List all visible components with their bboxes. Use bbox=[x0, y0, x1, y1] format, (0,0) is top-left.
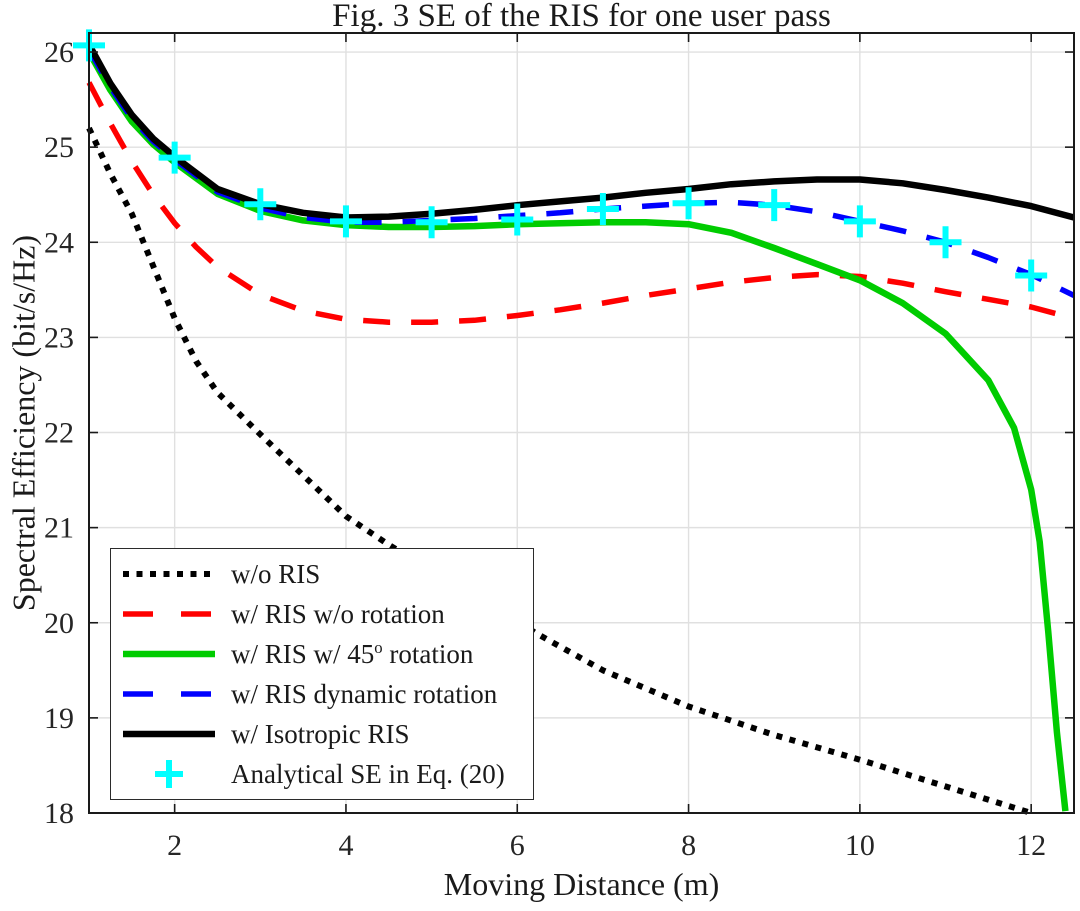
y-tick-label: 24 bbox=[44, 226, 74, 259]
y-tick-label: 25 bbox=[44, 131, 74, 164]
chart-title: Fig. 3 SE of the RIS for one user pass bbox=[332, 0, 831, 34]
legend-swatch-ris-dynamic-rotation bbox=[123, 691, 215, 697]
legend-item-analytical-se: Analytical SE in Eq. (20) bbox=[111, 759, 533, 789]
legend-item-ris-wo-rotation: w/ RIS w/o rotation bbox=[111, 599, 533, 629]
legend-item-ris-45-rotation: w/ RIS w/ 45o rotation bbox=[111, 639, 533, 669]
series-isotropic-ris bbox=[86, 42, 1075, 221]
legend-swatch-wo-ris bbox=[123, 571, 215, 577]
y-tick-label: 26 bbox=[44, 36, 74, 69]
x-tick-label: 8 bbox=[681, 829, 696, 862]
x-tick-label: 12 bbox=[1016, 829, 1046, 862]
y-tick-label: 21 bbox=[44, 512, 74, 545]
legend-item-isotropic-ris: w/ Isotropic RIS bbox=[111, 719, 533, 749]
x-axis-label: Moving Distance (m) bbox=[443, 866, 720, 902]
legend-swatch-isotropic-ris bbox=[123, 730, 215, 738]
legend-item-ris-dynamic-rotation: w/ RIS dynamic rotation bbox=[111, 679, 533, 709]
legend-label-wo-ris: w/o RIS bbox=[231, 559, 321, 589]
y-tick-label: 18 bbox=[44, 797, 74, 830]
axes-border bbox=[88, 32, 1075, 814]
series-ris-wo-rotation bbox=[86, 81, 1075, 325]
legend-swatch-ris-45-rotation bbox=[123, 650, 215, 658]
legend-swatch-ris-wo-rotation bbox=[123, 611, 215, 617]
legend-swatch-analytical-se bbox=[155, 760, 183, 788]
series-ris-dynamic-rotation bbox=[86, 47, 1076, 298]
y-tick-label: 19 bbox=[44, 702, 74, 735]
legend: w/o RIS w/ RIS w/o rotation w/ RIS w/ 45o … bbox=[110, 548, 534, 800]
x-tick-label: 6 bbox=[510, 829, 525, 862]
y-tick-label: 20 bbox=[44, 607, 74, 640]
legend-label-ris-wo-rotation: w/ RIS w/o rotation bbox=[231, 599, 445, 629]
series-ris-45-rotation bbox=[86, 50, 1069, 812]
legend-label-ris-45-rotation: w/ RIS w/ 45o rotation bbox=[231, 638, 474, 669]
y-tick-label: 22 bbox=[44, 417, 74, 450]
legend-label-analytical-se: Analytical SE in Eq. (20) bbox=[231, 759, 505, 789]
legend-label-ris-dynamic-rotation: w/ RIS dynamic rotation bbox=[231, 679, 498, 709]
x-tick-label: 4 bbox=[338, 829, 353, 862]
x-tick-label: 10 bbox=[845, 829, 875, 862]
legend-label-isotropic-ris: w/ Isotropic RIS bbox=[231, 719, 410, 749]
legend-item-wo-ris: w/o RIS bbox=[111, 559, 533, 589]
y-tick-label: 23 bbox=[44, 321, 74, 354]
x-tick-label: 2 bbox=[167, 829, 182, 862]
